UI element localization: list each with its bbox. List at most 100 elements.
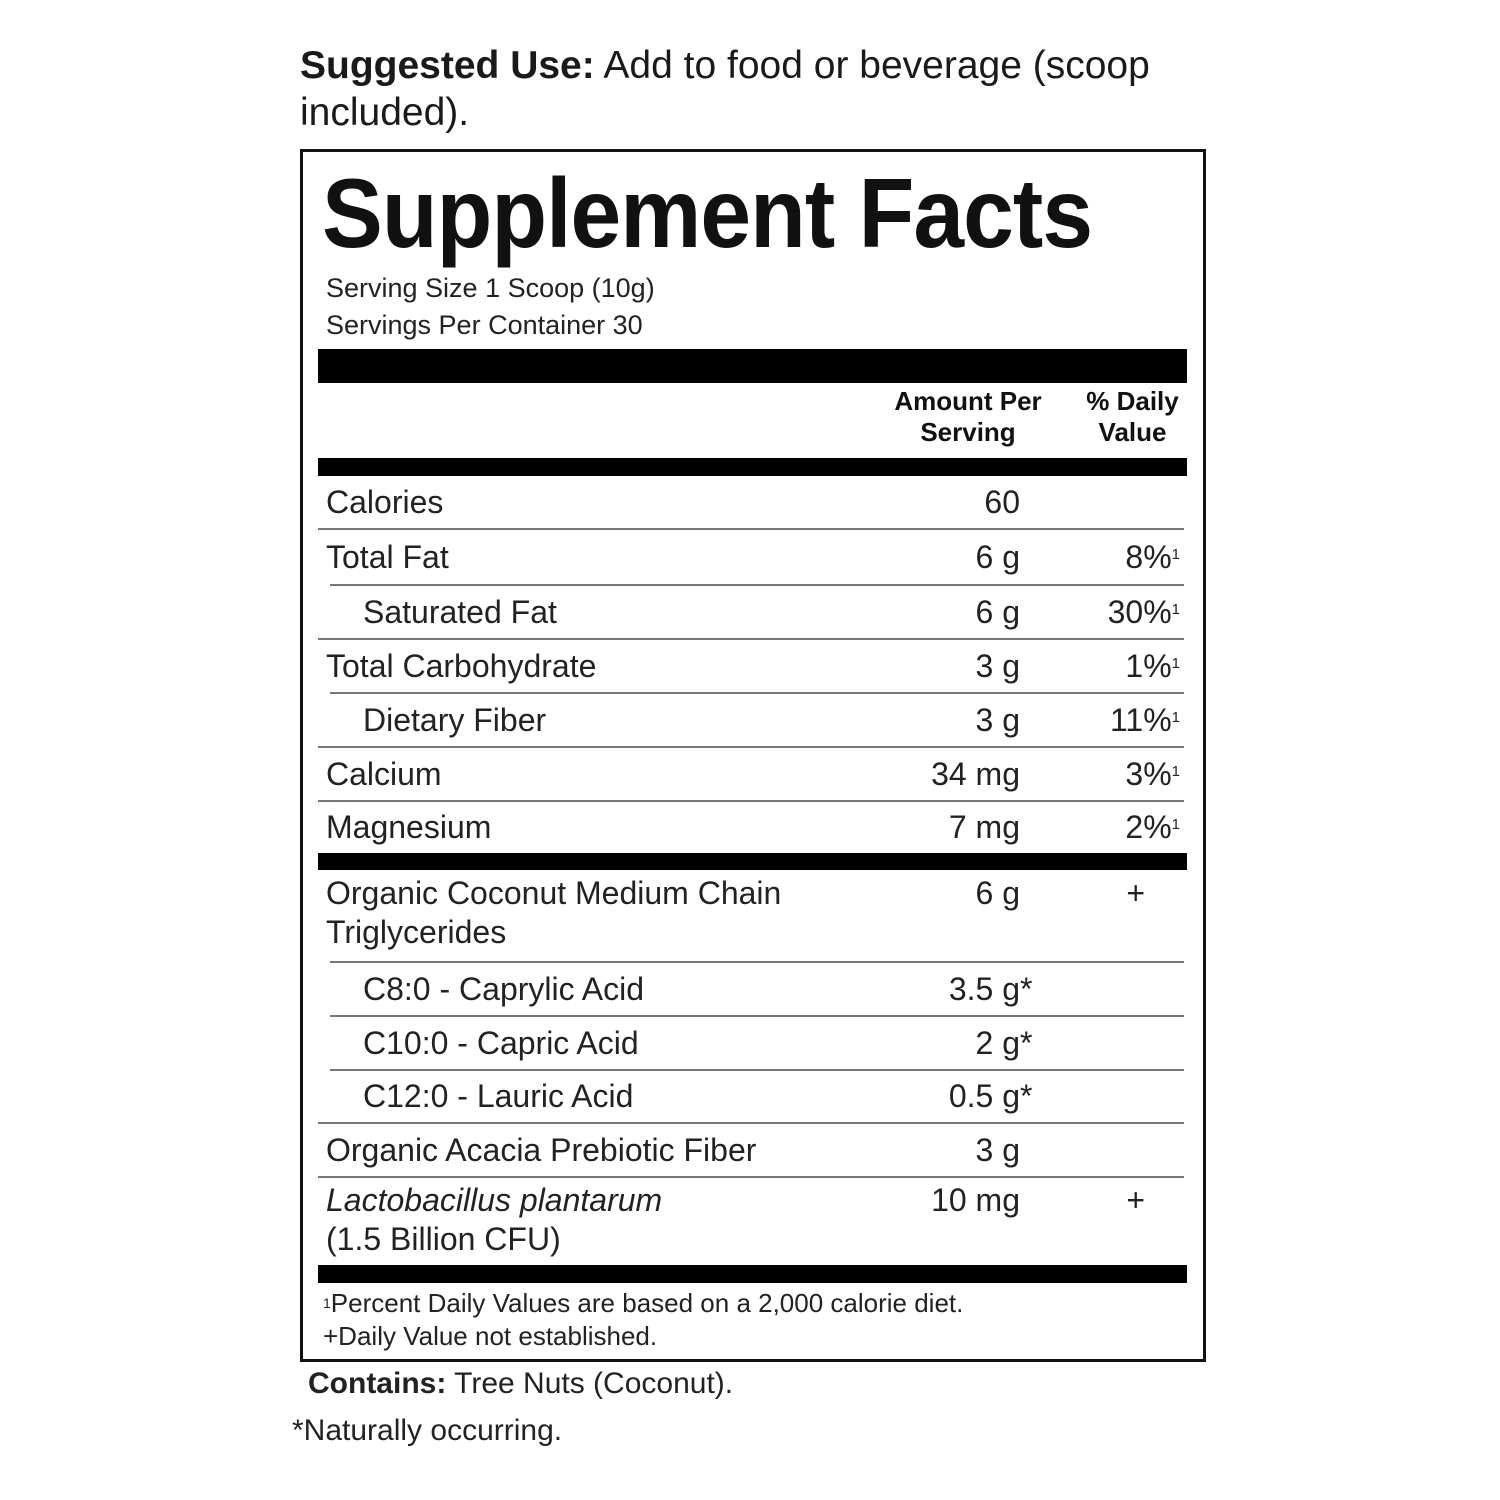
nutrient-row: C12:0 - Lauric Acid 0.5 g *: [318, 1070, 1187, 1123]
nutrient-amount: 34 mg: [931, 747, 1020, 801]
divider-bar: [318, 853, 1187, 870]
daily-value: +: [1126, 874, 1145, 913]
header-line: Amount Per: [894, 386, 1042, 416]
row-divider: [330, 961, 1184, 963]
suggested-use-label: Suggested Use:: [300, 44, 595, 87]
amount-value: 6 g: [975, 594, 1020, 630]
daily-value: 3%1: [1125, 747, 1180, 801]
daily-value: 1%1: [1125, 639, 1180, 693]
daily-value: +: [1126, 1181, 1145, 1220]
footnote-not-established: +Daily Value not established.: [323, 1321, 658, 1351]
nutrient-sublabel: (1.5 Billion CFU): [326, 1221, 561, 1257]
row-divider: [318, 1176, 1184, 1178]
row-divider: [330, 692, 1184, 694]
nutrient-row: Organic Acacia Prebiotic Fiber 3 g: [318, 1123, 1187, 1177]
contains-label: Contains:: [308, 1367, 447, 1400]
amount-value: 34 mg: [931, 756, 1020, 792]
amount-footnote-mark: *: [1020, 1025, 1033, 1061]
footnote-daily-values: 1Percent Daily Values are based on a 2,0…: [323, 1287, 963, 1319]
nutrient-amount: 0.5 g *: [948, 1070, 1033, 1123]
supplement-facts-panel: [300, 149, 1206, 1362]
divider-bar: [318, 458, 1187, 476]
amount-value: 60: [984, 484, 1020, 520]
row-divider: [330, 584, 1184, 586]
amount-value: 2 g: [975, 1025, 1020, 1061]
daily-value-footnote-mark: 1: [1171, 709, 1180, 726]
daily-value-header: % Daily Value: [1070, 386, 1195, 448]
nutrient-name: C12:0 - Lauric Acid: [363, 1078, 634, 1114]
nutrient-row: C10:0 - Capric Acid 2 g *: [318, 1016, 1187, 1070]
row-divider: [318, 746, 1184, 748]
daily-value-percent: 1%: [1125, 648, 1172, 684]
nutrient-name: Calcium: [326, 756, 442, 792]
nutrient-row: Dietary Fiber 3 g 11%1: [318, 693, 1187, 747]
daily-value-percent: +: [1126, 875, 1145, 911]
footnote-text: Percent Daily Values are based on a 2,00…: [330, 1288, 964, 1318]
row-divider: [318, 800, 1184, 802]
amount-value: 6 g: [975, 539, 1020, 575]
naturally-occurring-note: *Naturally occurring.: [292, 1414, 563, 1447]
nutrient-amount: 6 g: [976, 874, 1020, 913]
nutrient-name: Saturated Fat: [363, 594, 557, 630]
nutrient-amount: 7 mg: [949, 801, 1020, 853]
row-divider: [318, 1122, 1184, 1124]
amount-value: 3 g: [975, 702, 1020, 738]
amount-value: 3 g: [975, 1132, 1020, 1168]
header-line: Value: [1098, 417, 1167, 447]
nutrient-name: Calories: [326, 484, 444, 520]
contains-text: Tree Nuts (Coconut).: [446, 1367, 734, 1400]
suggested-use: Suggested Use: Add to food or beverage (…: [300, 42, 1200, 136]
daily-value-percent: 3%: [1125, 756, 1172, 792]
nutrient-amount: 60: [984, 476, 1020, 529]
nutrient-amount: 3 g: [976, 693, 1020, 747]
nutrient-row: Total Carbohydrate 3 g 1%1: [318, 639, 1187, 693]
nutrient-row: C8:0 - Caprylic Acid 3.5 g *: [318, 962, 1187, 1016]
nutrient-row: Calories 60: [318, 476, 1187, 529]
nutrient-amount: 3.5 g *: [948, 962, 1033, 1016]
suggested-use-text: Add to food or beverage (scoop included)…: [300, 44, 1150, 134]
nutrient-name: Magnesium: [326, 809, 492, 845]
nutrient-name: Lactobacillus plantarum: [326, 1182, 663, 1218]
amount-footnote-mark: *: [1020, 1078, 1033, 1114]
nutrient-row: Magnesium 7 mg 2%1: [318, 801, 1187, 853]
daily-value-footnote-mark: 1: [1171, 601, 1180, 618]
daily-value-percent: 2%: [1125, 809, 1172, 845]
daily-value: 11%1: [1110, 693, 1180, 747]
nutrient-name: C8:0 - Caprylic Acid: [363, 971, 644, 1007]
daily-value-footnote-mark: 1: [1171, 655, 1180, 672]
daily-value-percent: 11%: [1109, 702, 1172, 738]
nutrient-amount: 10 mg: [931, 1181, 1020, 1220]
allergen-statement: Contains: Tree Nuts (Coconut).: [308, 1367, 733, 1401]
divider-bar: [318, 1265, 1187, 1283]
divider-bar: [318, 349, 1187, 383]
nutrient-name: Total Carbohydrate: [326, 648, 597, 684]
row-divider: [330, 1015, 1184, 1017]
nutrient-name: Organic Coconut Medium Chain Triglycerid…: [326, 875, 782, 950]
amount-value: 3 g: [975, 648, 1020, 684]
amount-value: 10 mg: [931, 1182, 1020, 1218]
daily-value-percent: 8%: [1125, 539, 1172, 575]
amount-footnote-mark: *: [1020, 971, 1033, 1007]
nutrient-amount: 6 g: [976, 529, 1020, 585]
amount-value: 6 g: [975, 875, 1020, 911]
daily-value: 8%1: [1125, 529, 1180, 585]
daily-value-footnote-mark: 1: [1171, 763, 1180, 780]
daily-value-footnote-mark: 1: [1171, 816, 1180, 833]
nutrient-amount: 3 g: [976, 1123, 1020, 1177]
nutrient-row: Lactobacillus plantarum (1.5 Billion CFU)…: [318, 1177, 1187, 1265]
nutrient-amount: 3 g: [976, 639, 1020, 693]
nutrient-row: Calcium 34 mg 3%1: [318, 747, 1187, 801]
daily-value-footnote-mark: 1: [1171, 546, 1180, 563]
nutrient-row: Total Fat 6 g 8%1: [318, 529, 1187, 585]
amount-value: 0.5 g: [948, 1078, 1020, 1114]
panel-title: Supplement Facts: [322, 158, 1093, 268]
nutrient-name: C10:0 - Capric Acid: [363, 1025, 639, 1061]
amount-per-serving-header: Amount Per Serving: [878, 386, 1058, 448]
nutrient-row: Organic Coconut Medium Chain Triglycerid…: [318, 870, 1187, 962]
nutrient-name: Organic Acacia Prebiotic Fiber: [326, 1132, 757, 1168]
header-line: Serving: [920, 417, 1016, 447]
daily-value-percent: +: [1126, 1182, 1145, 1218]
nutrient-amount: 2 g *: [975, 1016, 1033, 1070]
nutrient-name: Dietary Fiber: [363, 702, 547, 738]
amount-value: 3.5 g: [948, 971, 1020, 1007]
